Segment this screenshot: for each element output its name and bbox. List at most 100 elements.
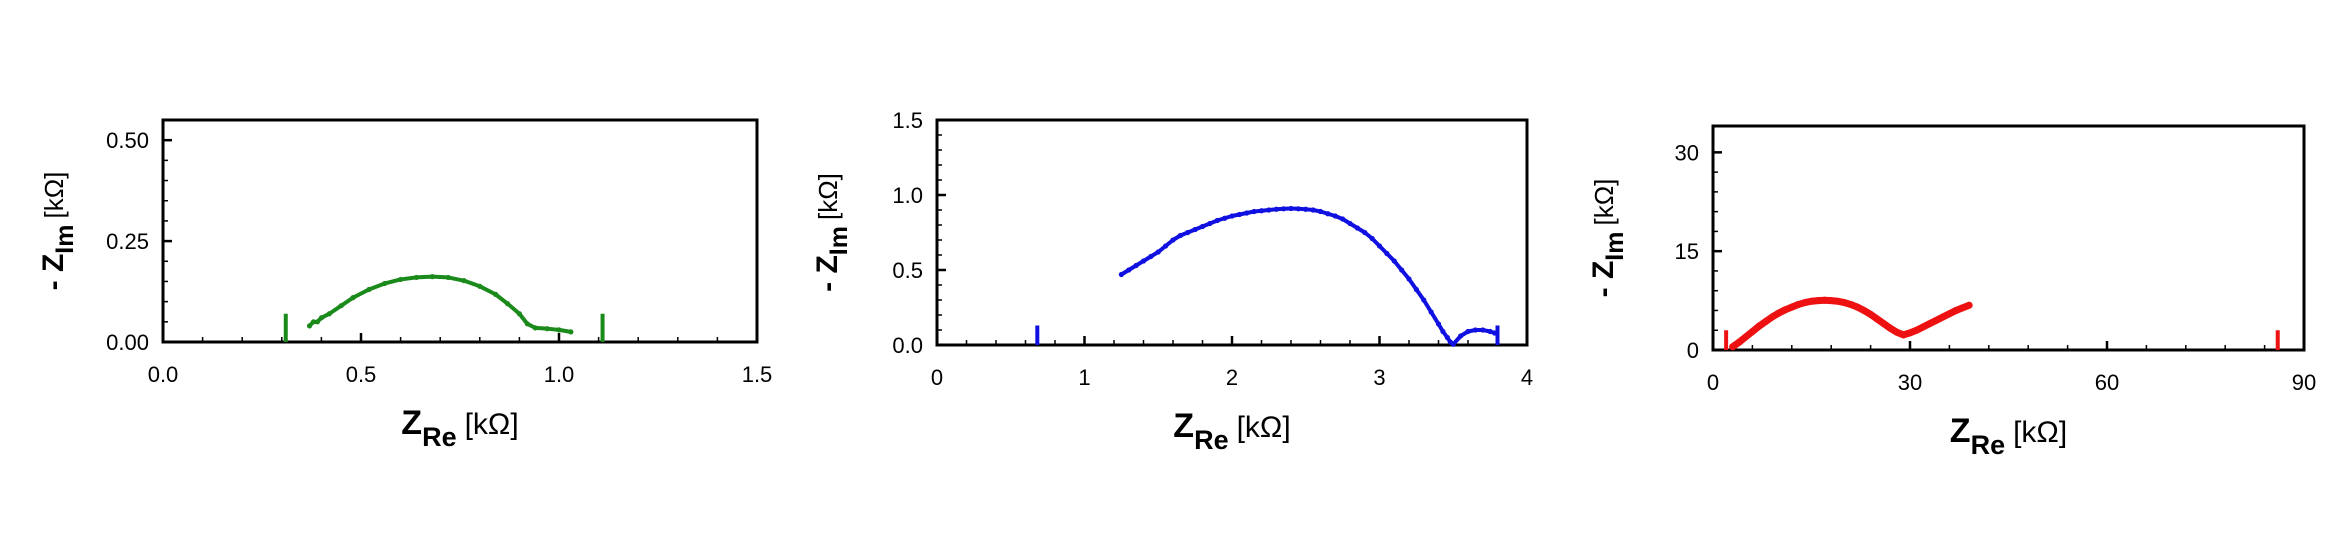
data-point — [1840, 299, 1848, 307]
data-point — [1177, 232, 1183, 239]
data-point — [1310, 207, 1316, 213]
plot-frame — [1711, 124, 2306, 352]
data-point — [1808, 297, 1815, 305]
data-point — [318, 315, 324, 321]
data-point — [1222, 215, 1228, 221]
data-point — [1827, 297, 1835, 305]
data-point — [1794, 301, 1802, 309]
x-tick-label: 0 — [931, 365, 943, 390]
data-point — [1126, 267, 1132, 273]
data-point — [1860, 306, 1868, 314]
data-point — [1781, 306, 1789, 314]
data-point — [382, 280, 388, 287]
x-tick-label: 1.5 — [742, 362, 773, 387]
data-point — [1258, 208, 1265, 214]
data-point — [1775, 309, 1783, 317]
data-point — [1376, 243, 1383, 249]
x-tick-label: 60 — [2095, 370, 2119, 395]
data-point — [1959, 304, 1967, 312]
data-point — [1755, 322, 1763, 330]
x-axis-title-main: Z — [1173, 407, 1194, 445]
x-axis-title: ZRe [kΩ] — [1950, 412, 2067, 460]
data-point — [1406, 276, 1412, 282]
data-point — [1207, 220, 1213, 227]
data-point — [1325, 211, 1331, 217]
x-axis-title: ZRe [kΩ] — [1173, 407, 1290, 455]
data-point — [1140, 258, 1147, 264]
data-point — [532, 325, 538, 331]
data-point — [1768, 313, 1776, 321]
data-point — [326, 311, 332, 317]
data-point — [1303, 206, 1309, 212]
data-point — [1893, 328, 1901, 336]
y-tick-label: 0.25 — [106, 229, 149, 254]
data-point — [1853, 303, 1861, 311]
y-axis-title-main: - Z — [1587, 261, 1620, 298]
plot-frame — [935, 118, 1529, 347]
data-point — [1229, 213, 1235, 219]
data-point — [1288, 205, 1294, 212]
data-point — [1148, 253, 1154, 260]
data-point — [1480, 327, 1486, 333]
y-axis-title-main: - Z — [811, 255, 844, 292]
data-point — [1185, 229, 1191, 236]
data-point — [1487, 328, 1493, 335]
data-point — [504, 301, 511, 307]
data-point — [1945, 310, 1953, 318]
y-axis-title-main: - Z — [37, 254, 70, 291]
data-point — [493, 291, 499, 297]
data-point — [1332, 213, 1338, 219]
y-axis-title-unit: [kΩ] — [39, 172, 69, 219]
data-point — [1906, 329, 1914, 337]
x-tick-label: 30 — [1898, 370, 1922, 395]
data-point — [306, 323, 313, 329]
data-point — [314, 319, 321, 325]
data-point — [1952, 306, 1960, 314]
y-axis-title: - ZIm [kΩ] — [1587, 179, 1629, 298]
data-point — [338, 303, 344, 309]
data-point — [413, 274, 420, 281]
y-tick-label: 1.5 — [892, 108, 923, 133]
chart-panel-2: 0 1 2 3 4 0.0 0.5 1.0 1.5 ZRe [kΩ] - ZIm [kΩ] — [811, 108, 1533, 455]
data-point — [1465, 328, 1471, 335]
data-point — [568, 329, 574, 335]
data-point — [1399, 267, 1405, 273]
y-axis-title: - ZIm [kΩ] — [37, 172, 79, 291]
x-axis-title-sub: Re — [1971, 430, 2006, 460]
data-point — [1118, 271, 1124, 278]
y-tick-label: 0.00 — [106, 330, 149, 355]
x-tick-label: 0 — [1707, 370, 1719, 395]
data-point — [398, 276, 404, 283]
series-trace — [307, 274, 573, 334]
y-tick-label: 30 — [1675, 140, 1699, 165]
data-point — [1273, 206, 1279, 212]
data-point — [1913, 326, 1921, 334]
data-point — [477, 283, 483, 289]
y-axis-title-unit: [kΩ] — [813, 173, 843, 220]
y-axis-title: - ZIm [kΩ] — [811, 173, 853, 292]
y-axis-title-sub: Im — [825, 226, 853, 255]
x-axis-title-unit: [kΩ] — [465, 408, 519, 441]
data-point — [1347, 220, 1353, 227]
data-point — [1472, 327, 1478, 333]
data-point — [1236, 211, 1242, 218]
y-tick-label: 15 — [1675, 239, 1699, 264]
data-point — [1939, 313, 1947, 321]
y-tick-label: 0.50 — [106, 128, 149, 153]
data-point — [1384, 250, 1390, 257]
data-point — [1926, 320, 1934, 328]
y-tick-label: 0.5 — [892, 258, 923, 283]
data-point — [1814, 297, 1822, 305]
data-point — [1295, 206, 1301, 212]
data-series-1 — [1118, 205, 1498, 347]
data-point — [556, 327, 562, 333]
y-axis-title-sub: Im — [51, 225, 79, 254]
y-axis-title-sub: Im — [1601, 232, 1629, 261]
x-axis-title: ZRe [kΩ] — [401, 404, 518, 452]
x-tick-label: 0.5 — [346, 362, 377, 387]
x-tick-label: 90 — [2292, 370, 2316, 395]
data-point — [516, 311, 523, 317]
plot-frame — [161, 118, 759, 344]
x-tick-label: 2 — [1226, 365, 1238, 390]
